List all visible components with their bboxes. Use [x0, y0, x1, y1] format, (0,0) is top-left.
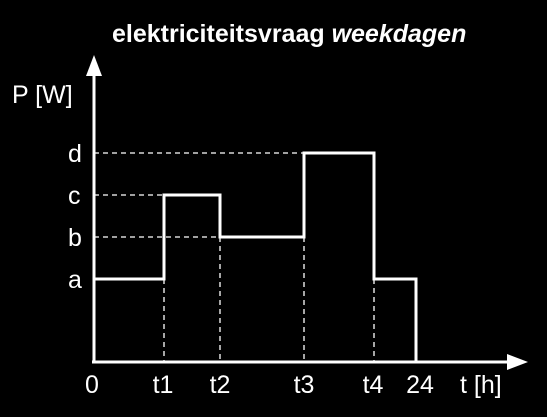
- x-tick-label-t1: t1: [153, 371, 174, 399]
- x-axis-label: t [h]: [460, 371, 502, 399]
- x-tick-label-0: 0: [85, 371, 99, 399]
- title-main: elektriciteitsvraag: [112, 20, 332, 48]
- x-axis-arrow: [507, 354, 528, 370]
- x-tick-label-24: 24: [406, 371, 434, 399]
- x-tick-label-t4: t4: [363, 371, 384, 399]
- diagram-title: elektriciteitsvraag weekdagen: [112, 20, 466, 48]
- demand-step-curve: [94, 151, 418, 362]
- y-axis-arrow: [86, 55, 102, 76]
- y-axis-label: P [W]: [12, 81, 73, 109]
- dashed-guides: [94, 152, 375, 362]
- y-level-label-b: b: [68, 224, 82, 252]
- x-tick-labels: 0 t1 t2 t3 t4 24: [85, 371, 434, 399]
- title-emphasis: weekdagen: [332, 20, 467, 48]
- x-tick-label-t3: t3: [294, 371, 315, 399]
- y-level-label-a: a: [68, 266, 82, 294]
- x-tick-label-t2: t2: [210, 371, 231, 399]
- y-level-label-d: d: [68, 140, 82, 168]
- y-level-label-c: c: [68, 182, 81, 210]
